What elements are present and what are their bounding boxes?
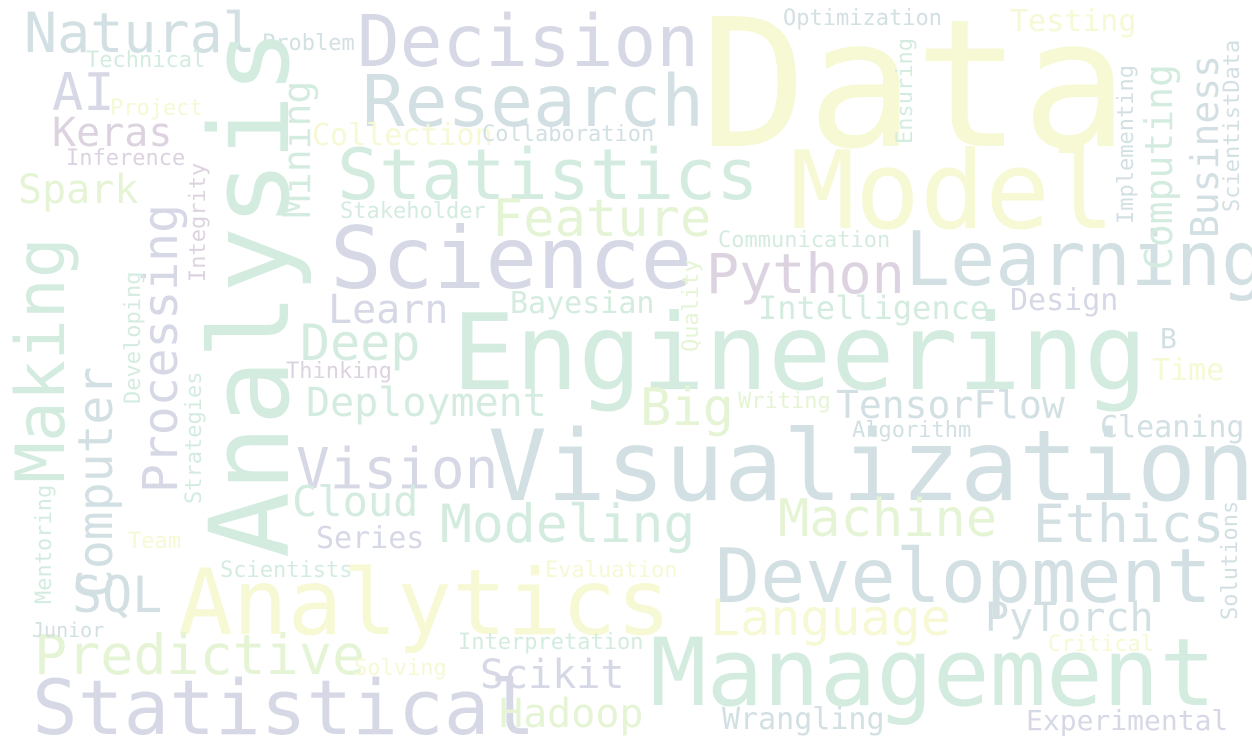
word-time: Time (1152, 353, 1225, 388)
word-intelligence: Intelligence (758, 289, 990, 327)
word-solving: Solving (354, 656, 447, 681)
word-scientists: Scientists (220, 558, 353, 583)
word-pytorch: PyTorch (985, 595, 1154, 641)
word-b: B (1160, 322, 1177, 355)
word-junior: Junior (32, 618, 105, 642)
word-developing: Developing (121, 271, 146, 404)
word-experimental: Experimental (1026, 704, 1229, 737)
word-inference: Inference (66, 146, 186, 171)
word-natural: Natural (24, 1, 256, 65)
word-science: Science (330, 209, 693, 309)
word-solutions: Solutions (1218, 500, 1243, 620)
word-design: Design (1010, 283, 1119, 318)
word-technical: Technical (86, 48, 206, 73)
word-ethics: Ethics (1033, 494, 1225, 555)
word-statistical: Statistical (32, 663, 536, 750)
word-analytics: Analytics (178, 551, 672, 656)
word-computer: Computer (68, 366, 124, 598)
word-ai: AI (52, 63, 115, 123)
word-mining: Mining (275, 80, 319, 218)
word-making: Making (2, 237, 81, 483)
word-collection: Collection (312, 118, 493, 153)
word-writing: Writing (738, 389, 831, 414)
word-critical: Critical (1048, 632, 1154, 657)
word-model: Model (790, 129, 1116, 254)
word-engineering: Engineering (452, 292, 1148, 414)
word-ensuring: Ensuring (893, 38, 918, 144)
word-computing: Computing (1137, 64, 1181, 270)
word-wrangling: Wrangling (722, 702, 885, 737)
word-implementing: Implementing (1114, 65, 1139, 224)
word-predictive: Predictive (34, 623, 366, 687)
word-hadoop: Hadoop (499, 691, 644, 737)
word-problem: Problem (262, 31, 355, 56)
word-scikit: Scikit (480, 652, 625, 698)
word-machine: Machine (778, 489, 998, 549)
word-mentoring: Mentoring (32, 484, 57, 604)
word-testing: Testing (1010, 4, 1137, 39)
word-deep: Deep (300, 314, 421, 372)
word-research: Research (362, 60, 704, 143)
word-evaluation: Evaluation (545, 558, 678, 583)
word-tensorflow: TensorFlow (836, 383, 1065, 427)
word-business: Business (1183, 54, 1227, 238)
word-team: Team (128, 529, 181, 554)
word-big: Big (640, 378, 734, 438)
word-strategies: Strategies (182, 371, 207, 504)
word-statistics: Statistics (337, 134, 759, 216)
word-collaboration: Collaboration (482, 122, 655, 147)
word-spark: Spark (18, 167, 139, 213)
word-sql: SQL (72, 566, 163, 624)
word-scientistdata: ScientistData (1220, 39, 1245, 212)
word-data: Data (700, 0, 1129, 188)
word-development: Development (715, 532, 1212, 620)
word-learn: Learn (328, 287, 449, 333)
word-language: Language (710, 589, 951, 647)
word-quality: Quality (679, 259, 704, 352)
word-cloud: Cloud (292, 477, 419, 526)
word-modeling: Modeling (440, 494, 696, 555)
word-optimization: Optimization (783, 6, 942, 31)
word-vision: Vision (296, 437, 499, 502)
word-python: Python (706, 242, 905, 306)
word-communication: Communication (718, 228, 891, 253)
word-bayesian: Bayesian (510, 286, 655, 321)
word-stakeholder: Stakeholder (340, 199, 486, 224)
word-decision: Decision (357, 0, 699, 83)
word-learning: Learning (905, 215, 1252, 303)
word-project: Project (110, 96, 203, 121)
word-visualization: Visualization (488, 410, 1252, 524)
word-integrity: Integrity (186, 162, 211, 282)
word-keras: Keras (52, 110, 173, 156)
word-feature: Feature (492, 189, 712, 249)
word-deployment: Deployment (306, 380, 547, 426)
word-cleaning: Cleaning (1100, 410, 1245, 445)
word-thinking: Thinking (286, 359, 392, 384)
word-series: Series (316, 521, 425, 556)
word-algorithm: Algorithm (852, 418, 972, 443)
word-interpretation: Interpretation (458, 630, 644, 655)
word-management: Management (650, 619, 1216, 728)
